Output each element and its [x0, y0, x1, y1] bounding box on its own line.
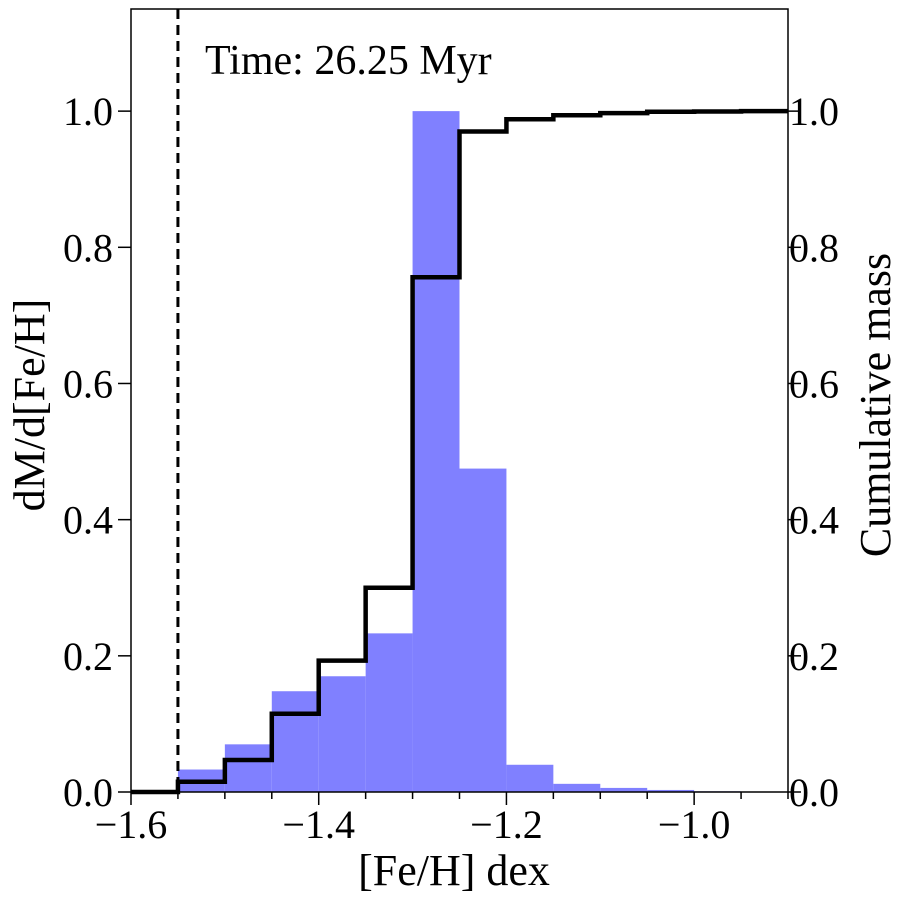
histogram-bar [506, 764, 554, 792]
histogram-bar [412, 111, 460, 792]
left-y-tick-label: 0.6 [63, 361, 113, 406]
x-tick-label: −1.2 [470, 802, 543, 847]
x-tick-label: −1.6 [95, 802, 168, 847]
right-y-tick-label: 0.6 [789, 361, 839, 406]
left-y-tick-label: 0.8 [63, 225, 113, 270]
histogram-bar [271, 691, 319, 792]
right-y-tick-label: 0.8 [789, 225, 839, 270]
right-y-tick-label: 1.0 [789, 89, 839, 134]
left-y-tick-label: 1.0 [63, 89, 113, 134]
histogram-bar [318, 676, 366, 792]
right-y-axis-ticks: 0.0 0.2 0.4 0.6 0.8 1.0 [788, 89, 839, 815]
right-y-axis-title: Cumulative mass [851, 253, 900, 557]
cumulative-mass-line [131, 108, 788, 795]
histogram-bar [600, 787, 648, 792]
left-y-tick-label: 0.4 [63, 498, 113, 543]
histogram-bar [647, 789, 695, 792]
right-y-tick-label: 0.2 [789, 634, 839, 679]
histogram-bar [365, 633, 413, 792]
left-y-tick-label: 0.0 [63, 770, 113, 815]
right-y-tick-label: 0.0 [789, 770, 839, 815]
cumulative-line-group [131, 108, 788, 795]
x-axis-ticks: −1.6 −1.4 −1.2 −1.0 [95, 792, 789, 847]
histogram-bar [224, 744, 272, 792]
left-y-axis-title: dM/d[Fe/H] [5, 299, 54, 512]
left-y-tick-label: 0.2 [63, 634, 113, 679]
histogram-bar [459, 468, 507, 792]
x-axis-title: [Fe/H] dex [358, 846, 550, 895]
x-tick-label: −1.0 [658, 802, 731, 847]
right-y-tick-label: 0.4 [789, 498, 839, 543]
histogram-bar [553, 783, 601, 792]
histogram-bars [177, 111, 788, 792]
time-annotation: Time: 26.25 Myr [205, 38, 492, 84]
x-tick-label: −1.4 [282, 802, 355, 847]
left-y-axis-ticks: 0.0 0.2 0.4 0.6 0.8 1.0 [63, 89, 131, 815]
